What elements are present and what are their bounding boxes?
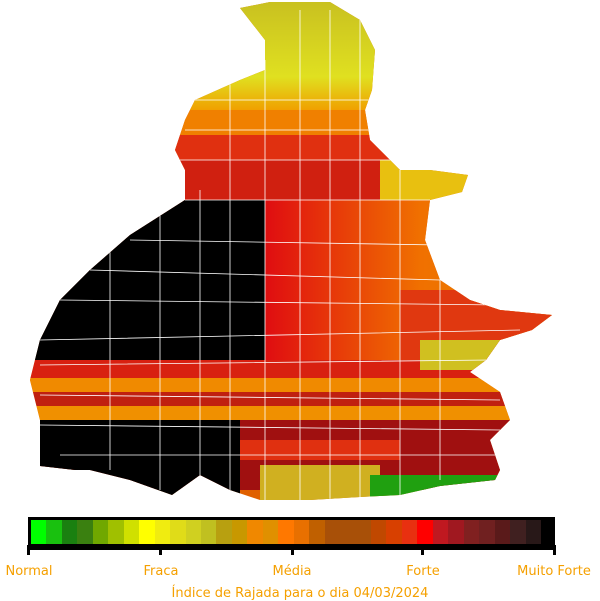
color-swatch-31 <box>510 520 526 544</box>
color-swatch-25 <box>417 520 433 544</box>
color-swatch-7 <box>139 520 155 544</box>
color-swatch-17 <box>293 520 310 544</box>
color-swatch-19 <box>324 520 341 544</box>
color-swatch-23 <box>386 520 402 544</box>
color-swatch-8 <box>154 520 171 544</box>
color-swatch-32 <box>525 520 541 544</box>
color-swatch-16 <box>278 520 294 544</box>
color-swatch-6 <box>123 520 140 544</box>
gust-index-map <box>30 2 552 500</box>
municipality-borders <box>39 10 521 500</box>
legend-label-media: Média <box>272 564 312 579</box>
tick-normal <box>27 545 30 555</box>
legend-label-forte: Forte <box>406 564 440 579</box>
color-swatch-12 <box>216 520 232 544</box>
color-swatch-27 <box>448 520 464 544</box>
color-swatch-13 <box>231 520 248 544</box>
color-swatch-22 <box>370 520 387 544</box>
color-swatch-15 <box>262 520 279 544</box>
color-swatch-5 <box>108 520 124 544</box>
color-swatch-24 <box>401 520 418 544</box>
color-swatch-4 <box>92 520 109 544</box>
color-swatch-26 <box>432 520 449 544</box>
color-swatch-28 <box>463 520 480 544</box>
color-swatch-1 <box>46 520 62 544</box>
tick-media <box>291 545 294 555</box>
tick-fraca <box>159 545 162 555</box>
color-swatch-18 <box>309 520 325 544</box>
color-swatch-2 <box>61 520 78 544</box>
color-swatch-9 <box>170 520 186 544</box>
color-swatch-29 <box>479 520 495 544</box>
map-title: Índice de Rajada para o dia 04/03/2024 <box>171 586 429 601</box>
legend-label-fraca: Fraca <box>143 564 179 579</box>
tick-forte <box>421 545 424 555</box>
color-swatch-10 <box>185 520 201 544</box>
color-swatch-30 <box>494 520 511 544</box>
color-swatch-21 <box>355 520 371 544</box>
color-swatch-20 <box>340 520 356 544</box>
tick-muito-forte <box>553 545 556 555</box>
color-swatch-0 <box>31 520 47 544</box>
color-swatch-11 <box>200 520 217 544</box>
color-swatch-3 <box>77 520 93 544</box>
color-scale-bar <box>28 517 555 550</box>
legend-label-normal: Normal <box>5 564 53 579</box>
legend-label-muito-forte: Muito Forte <box>517 564 591 579</box>
color-swatch-14 <box>247 520 263 544</box>
